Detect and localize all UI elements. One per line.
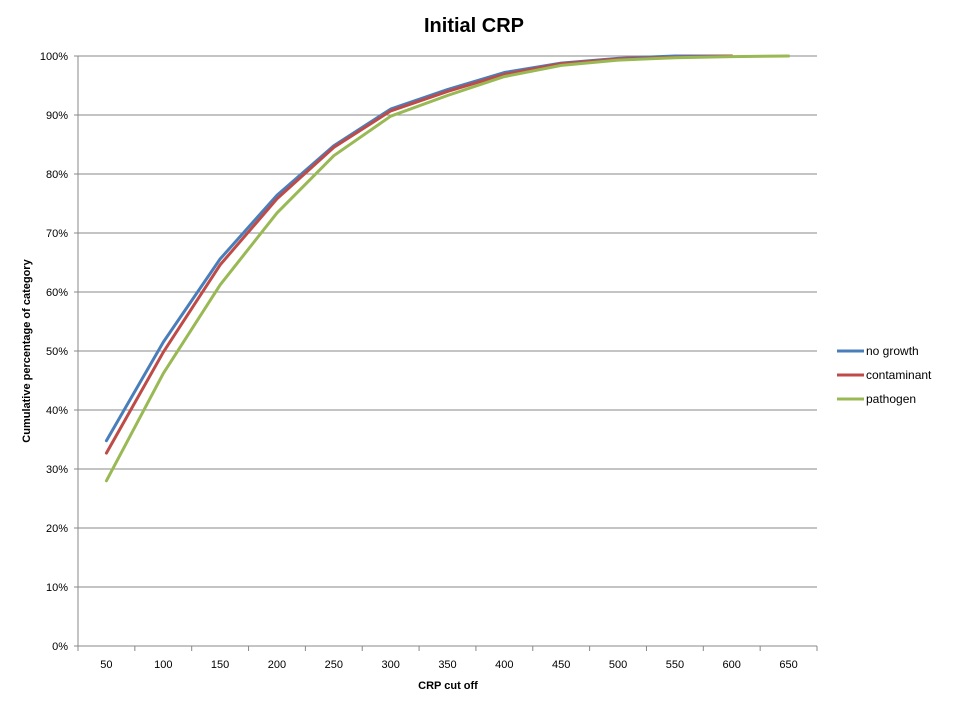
gridlines bbox=[74, 55, 817, 647]
x-tick-label: 500 bbox=[609, 659, 627, 671]
y-tick-label: 20% bbox=[46, 523, 68, 535]
x-tick-label: 550 bbox=[666, 659, 684, 671]
y-axis-title: Cumulative percentage of category bbox=[21, 258, 33, 442]
x-tick-label: 350 bbox=[438, 659, 456, 671]
x-tick-label: 600 bbox=[723, 659, 741, 671]
legend-label: pathogen bbox=[866, 392, 916, 406]
x-tick-label: 100 bbox=[154, 659, 172, 671]
y-axis-tick-labels: 0% 10% 20% 30% 40% 50% 60% 70% 80% 90% 100% bbox=[40, 51, 68, 653]
x-tick-label: 200 bbox=[268, 659, 286, 671]
y-tick-label: 90% bbox=[46, 110, 68, 122]
x-tick-label: 250 bbox=[325, 659, 343, 671]
chart-title: Initial CRP bbox=[424, 15, 524, 37]
x-tick-label: 650 bbox=[779, 659, 797, 671]
y-tick-label: 70% bbox=[46, 228, 68, 240]
x-tick-label: 400 bbox=[495, 659, 513, 671]
y-tick-label: 30% bbox=[46, 464, 68, 476]
y-tick-label: 10% bbox=[46, 582, 68, 594]
axes bbox=[77, 56, 818, 651]
series-line-no-growth bbox=[104, 54, 734, 443]
data-series bbox=[104, 54, 791, 483]
legend-label: contaminant bbox=[866, 368, 932, 382]
legend-label: no growth bbox=[866, 344, 919, 358]
series-line-contaminant bbox=[104, 54, 734, 455]
y-tick-label: 60% bbox=[46, 287, 68, 299]
x-tick-label: 450 bbox=[552, 659, 570, 671]
y-tick-label: 40% bbox=[46, 405, 68, 417]
y-tick-label: 0% bbox=[52, 641, 68, 653]
legend: no growth contaminant pathogen bbox=[837, 344, 932, 406]
x-axis-tick-labels: 50 100 150 200 250 300 350 400 450 500 550 600 650 bbox=[100, 659, 797, 671]
x-axis-title: CRP cut off bbox=[418, 680, 478, 692]
y-tick-label: 100% bbox=[40, 51, 68, 63]
x-tick-label: 50 bbox=[100, 659, 112, 671]
y-tick-label: 80% bbox=[46, 169, 68, 181]
series-line-pathogen bbox=[104, 54, 791, 483]
x-tick-label: 150 bbox=[211, 659, 229, 671]
y-tick-label: 50% bbox=[46, 346, 68, 358]
x-tick-label: 300 bbox=[381, 659, 399, 671]
